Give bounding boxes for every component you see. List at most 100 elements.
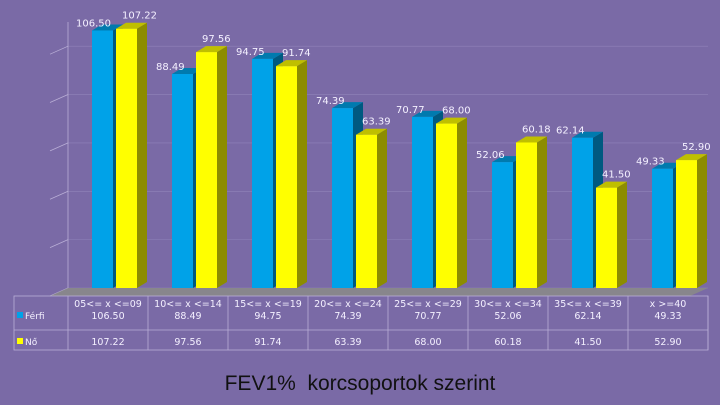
- bar-side: [697, 154, 707, 288]
- slide-title: FEV1% korcsoportok szerint: [224, 372, 496, 395]
- table-cell-ferfi-4: 70.77: [414, 311, 441, 322]
- bar-top: [492, 156, 523, 163]
- bar-top: [252, 52, 283, 59]
- table-cell-no-6: 41.50: [574, 337, 601, 348]
- bar-no-0: [116, 22, 147, 289]
- value-label-ferfi-3: 74.39: [316, 96, 345, 107]
- bar-top: [652, 162, 683, 169]
- gridline-depth: [49, 239, 69, 249]
- category-label-0: 05<= x <=09: [74, 299, 142, 310]
- value-label-no-5: 60.18: [522, 124, 551, 135]
- table-cell-no-2: 91.74: [254, 337, 281, 348]
- table-cell-no-3: 63.39: [334, 337, 361, 348]
- bar-top: [572, 131, 603, 138]
- value-label-ferfi-7: 49.33: [636, 157, 665, 168]
- value-label-no-4: 68.00: [442, 106, 471, 117]
- bar-top: [356, 128, 387, 135]
- bar-top: [596, 181, 627, 188]
- bar-front: [92, 30, 113, 289]
- value-label-ferfi-2: 94.75: [236, 47, 265, 58]
- value-label-no-3: 63.39: [362, 117, 391, 128]
- chart-floor: [50, 288, 708, 296]
- category-label-6: 35<= x <=39: [554, 299, 622, 310]
- table-cell-ferfi-2: 94.75: [254, 311, 281, 322]
- bar-side: [617, 181, 627, 288]
- value-labels: 106.50 107.22 88.49 97.56 94.75 91.74 74.39 63.…: [76, 11, 711, 181]
- category-label-2: 15<= x <=19: [234, 299, 302, 310]
- bar-front: [276, 66, 297, 288]
- bar-no-1: [196, 46, 227, 288]
- bar-front: [676, 160, 697, 288]
- value-label-ferfi-5: 52.06: [476, 150, 505, 161]
- bar-side: [457, 117, 467, 289]
- bar-side: [537, 136, 547, 288]
- bar-front: [436, 123, 457, 289]
- bar-side: [297, 60, 307, 288]
- bar-top: [172, 68, 203, 75]
- bar-front: [196, 52, 217, 288]
- bars: [92, 22, 707, 289]
- gridline-depth: [49, 190, 69, 200]
- bar-top: [332, 102, 363, 109]
- bar-no-2: [276, 60, 307, 288]
- bar-top: [436, 117, 467, 124]
- bar-front: [412, 116, 433, 289]
- legend-label-no: Nő: [25, 338, 38, 348]
- bar-top: [276, 60, 307, 67]
- table-cell-no-0: 107.22: [91, 337, 124, 348]
- category-label-7: x >=40: [650, 299, 687, 310]
- bar-top: [676, 154, 707, 161]
- table-cell-ferfi-5: 52.06: [494, 311, 521, 322]
- value-label-no-7: 52.90: [682, 142, 711, 153]
- table-cell-no-5: 60.18: [494, 337, 521, 348]
- category-label-4: 25<= x <=29: [394, 299, 462, 310]
- category-label-3: 20<= x <=24: [314, 299, 382, 310]
- bar-no-6: [596, 181, 627, 288]
- gridline-depth: [49, 45, 69, 55]
- value-label-no-1: 97.56: [202, 34, 231, 45]
- bar-top: [92, 24, 123, 31]
- bar-front: [356, 134, 377, 288]
- data-table: 05<= x <=09 10<= x <=14 15<= x <=19 20<= x …: [13, 295, 709, 351]
- bar-top: [516, 136, 547, 143]
- value-label-ferfi-0: 106.50: [76, 18, 111, 29]
- legend-key-no: [17, 338, 23, 344]
- bar-front: [116, 28, 137, 289]
- bar-front: [572, 137, 593, 288]
- table-cell-ferfi-1: 88.49: [174, 311, 201, 322]
- bar-front: [492, 162, 513, 288]
- table-cell-no-4: 68.00: [414, 337, 441, 348]
- value-label-no-6: 41.50: [602, 170, 631, 181]
- bar-side: [377, 128, 387, 288]
- bar-no-5: [516, 136, 547, 288]
- category-label-5: 30<= x <=34: [474, 299, 542, 310]
- bar-no-7: [676, 154, 707, 288]
- legend-label-ferfi: Férfi: [25, 311, 45, 322]
- value-label-ferfi-1: 88.49: [156, 62, 185, 73]
- bar-top: [116, 22, 147, 29]
- bar-top: [412, 110, 443, 117]
- bar-front: [596, 187, 617, 288]
- bar-front: [652, 168, 673, 288]
- table-cell-ferfi-6: 62.14: [574, 311, 601, 322]
- bar-no-4: [436, 117, 467, 289]
- bar-top: [196, 46, 227, 53]
- value-label-no-2: 91.74: [282, 48, 311, 59]
- value-label-no-0: 107.22: [122, 11, 157, 22]
- table-cell-ferfi-0: 106.50: [91, 311, 124, 322]
- gridline-depth: [49, 142, 69, 152]
- bar-side: [137, 22, 147, 289]
- category-label-1: 10<= x <=14: [154, 299, 222, 310]
- table-cell-no-1: 97.56: [174, 337, 201, 348]
- bar-no-3: [356, 128, 387, 288]
- table-cell-ferfi-3: 74.39: [334, 311, 361, 322]
- floor: [50, 288, 708, 296]
- bar-front: [332, 108, 353, 289]
- value-label-ferfi-6: 62.14: [556, 126, 585, 137]
- bar-side: [217, 46, 227, 288]
- gridline-depth: [49, 94, 69, 103]
- value-label-ferfi-4: 70.77: [396, 105, 425, 116]
- bar-front: [516, 142, 537, 288]
- bar-front: [252, 58, 273, 288]
